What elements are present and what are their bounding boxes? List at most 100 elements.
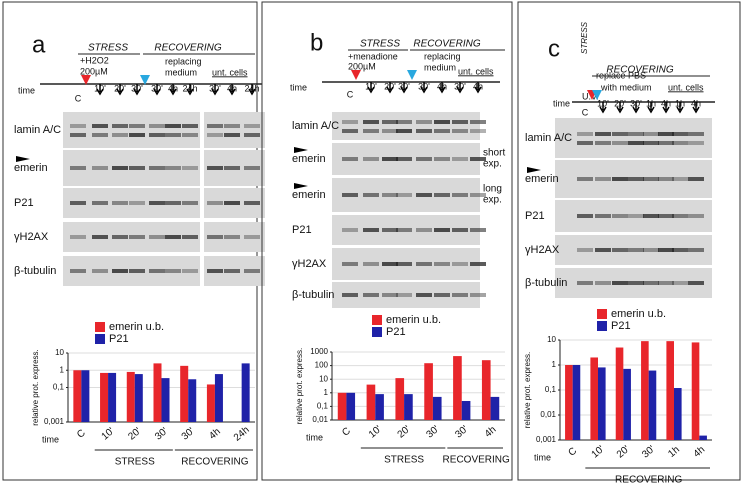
bar	[572, 365, 581, 440]
blot-band	[470, 262, 486, 266]
row-label: γH2AX	[14, 231, 49, 243]
row-label: γH2AX	[525, 244, 560, 256]
time-label: time	[553, 98, 570, 108]
y-axis-label: relative prot. express.	[295, 348, 304, 424]
blot-band	[224, 235, 240, 239]
bar	[453, 356, 462, 420]
blot-band	[416, 157, 432, 161]
exposure-note: exp.	[483, 195, 502, 206]
treatment-label: 200µM	[80, 66, 108, 76]
blot-band	[70, 201, 86, 205]
row-label: emerin	[525, 173, 559, 185]
blot-band	[434, 120, 450, 124]
blot-band	[112, 235, 128, 239]
time-arrow	[662, 102, 670, 114]
blot-band	[382, 157, 398, 161]
blot-band	[149, 124, 165, 128]
blot-band	[452, 129, 468, 133]
blot-band	[628, 281, 644, 285]
exposure-note: long	[483, 184, 502, 195]
bar	[73, 370, 82, 422]
stress-header: STRESS	[360, 39, 400, 50]
blot-band	[396, 228, 412, 232]
blot-band	[92, 124, 108, 128]
treatment-marker	[592, 90, 602, 100]
blot-band	[207, 235, 223, 239]
blot-band	[672, 281, 688, 285]
blot-band	[658, 214, 674, 218]
time-point: C	[347, 89, 354, 99]
blot-band	[342, 120, 358, 124]
emerin-arrow	[16, 156, 30, 162]
blot-band	[92, 269, 108, 273]
blot-band	[112, 124, 128, 128]
blot-band	[182, 269, 198, 273]
x-tick-label: 30'	[640, 444, 657, 461]
blot-image	[555, 118, 712, 158]
row-label: lamin A/C	[14, 124, 61, 136]
blot-band	[416, 193, 432, 197]
bar	[691, 342, 700, 440]
panel-frame	[261, 1, 513, 481]
blot-band	[452, 293, 468, 297]
legend-swatch	[372, 327, 382, 337]
bar	[461, 400, 471, 420]
blot-band	[342, 129, 358, 133]
blot-band	[470, 157, 486, 161]
time-arrow	[133, 84, 141, 96]
blot-band	[207, 166, 223, 170]
time-arrow	[96, 84, 104, 96]
medium-label: with medium	[600, 82, 652, 92]
blot-band	[643, 214, 659, 218]
blot-image	[332, 112, 480, 140]
x-tick-label: C	[340, 426, 353, 439]
blot-band	[434, 228, 450, 232]
x-tick-label: 30'	[180, 426, 197, 443]
medium-label: medium	[165, 67, 197, 77]
bar	[615, 347, 624, 440]
row-label: β-tubulin	[525, 277, 567, 289]
blot-band	[434, 262, 450, 266]
blot-band	[207, 124, 223, 128]
bar	[641, 341, 649, 440]
blot-band	[244, 201, 260, 205]
blot-band	[244, 269, 260, 273]
stress-header: STRESS	[88, 43, 128, 54]
bar	[206, 384, 215, 422]
blot-band	[165, 124, 181, 128]
medium-label: replace PBS	[596, 70, 646, 80]
blot-band	[672, 132, 688, 136]
group-label: STRESS	[384, 455, 424, 466]
blot-band	[612, 214, 628, 218]
blot-band	[470, 193, 486, 197]
time-arrow	[400, 82, 408, 94]
row-label: emerin	[292, 189, 326, 201]
blot-band	[92, 166, 108, 170]
blot-band	[363, 193, 379, 197]
bar	[395, 378, 405, 420]
panel-letter: a	[32, 31, 46, 58]
blot-band	[149, 269, 165, 273]
blot-band	[382, 193, 398, 197]
treatment-marker	[351, 70, 361, 80]
time-arrow	[599, 102, 607, 114]
time-arrow	[632, 102, 640, 114]
blot-band	[92, 235, 108, 239]
treatment-label: 200µM	[348, 61, 376, 71]
x-tick-label: 10'	[590, 444, 607, 461]
x-axis-label: time	[534, 452, 551, 462]
x-tick-label: C	[566, 446, 579, 459]
x-tick-label: 1h	[666, 444, 682, 460]
blot-band	[112, 133, 128, 137]
blot-band	[628, 177, 644, 181]
group-label: RECOVERING	[615, 475, 682, 486]
recovering-header: RECOVERING	[413, 39, 480, 50]
blot-band	[70, 269, 86, 273]
blot-band	[577, 132, 593, 136]
blot-band	[224, 201, 240, 205]
blot-band	[70, 235, 86, 239]
time-arrow	[616, 102, 624, 114]
x-tick-label: 10'	[367, 424, 384, 441]
blot-band	[628, 214, 644, 218]
blot-band	[70, 166, 86, 170]
